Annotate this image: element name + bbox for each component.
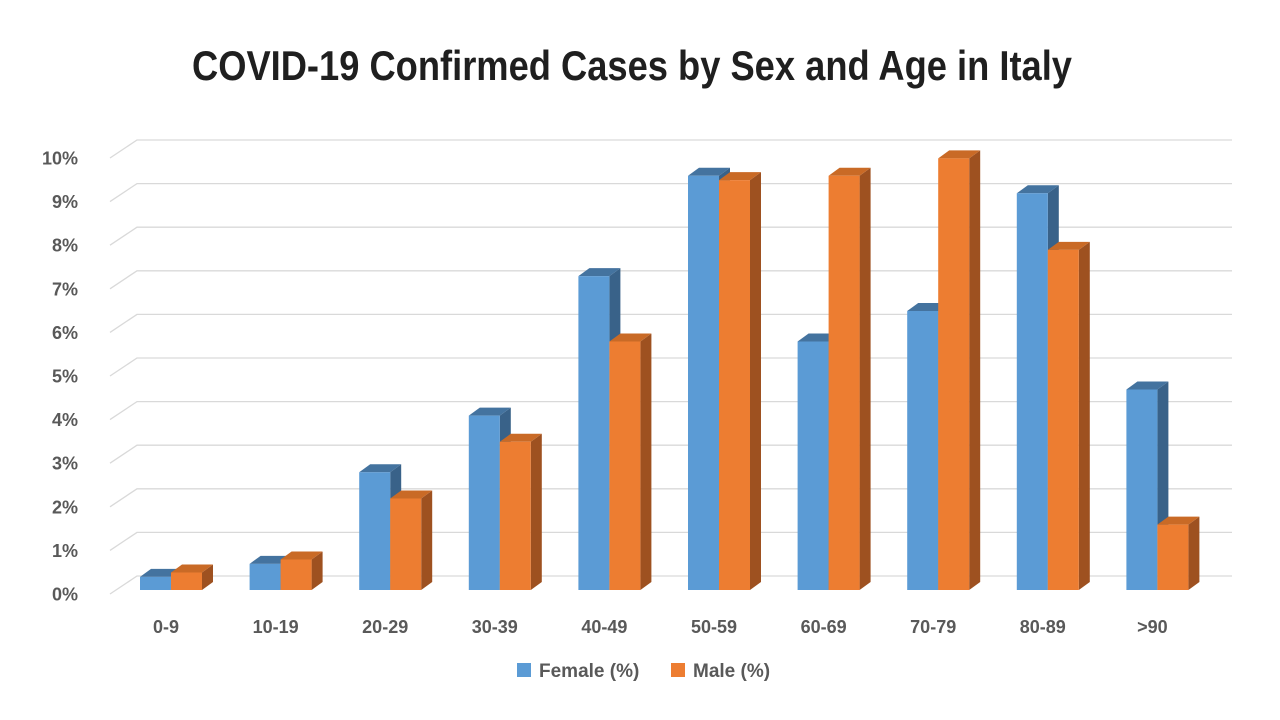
y-tick-label: 10% <box>42 149 78 169</box>
bar-male-side <box>311 551 323 590</box>
y-tick-label: 4% <box>52 410 78 430</box>
bar-male-side <box>1188 516 1200 590</box>
legend-label-male: Male (%) <box>693 661 770 682</box>
bar-female-front <box>468 415 500 590</box>
bar-female-front <box>578 276 610 590</box>
x-category-label: 20-29 <box>362 617 408 637</box>
bar-female-front <box>1016 193 1048 591</box>
bar-male-front <box>719 180 750 590</box>
bar-female-front <box>797 341 829 590</box>
bar-male-front <box>1047 249 1079 591</box>
bar-male-side <box>202 564 213 590</box>
bar-male-side <box>530 433 542 590</box>
y-tick-label: 0% <box>52 585 78 605</box>
bar-male-front <box>1157 524 1189 590</box>
y-axis-labels: 0% 1% 2% 3% 4% 5% 6% 7% 8% 9% 10% <box>42 149 78 605</box>
bar-male-side <box>421 490 433 590</box>
bar-male-side <box>640 333 652 590</box>
bar-male-top <box>499 433 542 442</box>
x-category-label: 40-49 <box>581 617 627 637</box>
y-tick-label: 6% <box>52 323 78 343</box>
bar-male-front <box>609 341 641 590</box>
bar-male-side <box>750 172 761 590</box>
bar-female-top <box>578 268 621 277</box>
bar-female-top <box>1016 185 1059 194</box>
y-tick-label: 2% <box>52 497 78 517</box>
gridline <box>109 139 1232 159</box>
bar-male-front <box>938 158 970 591</box>
bar-male-front <box>390 498 422 590</box>
gridline <box>109 182 1232 203</box>
legend: Female (%) Male (%) <box>517 661 770 682</box>
bar-male-front <box>828 175 860 591</box>
bar-male-front <box>280 559 312 590</box>
bar-male-top <box>1157 516 1200 525</box>
x-category-label: 10-19 <box>253 617 299 637</box>
x-category-label: 60-69 <box>801 617 847 637</box>
y-tick-label: 5% <box>52 367 78 387</box>
bar-male-top <box>280 551 323 560</box>
chart-title: COVID-19 Confirmed Cases by Sex and Age … <box>192 42 1073 89</box>
bar-female-front <box>1126 389 1158 590</box>
bar-male-top <box>1047 241 1090 250</box>
bar-male-front <box>171 572 202 590</box>
bar-female-front <box>249 563 281 590</box>
bar-female-front <box>140 576 171 590</box>
bar-male-top <box>171 564 213 573</box>
bar-male-front <box>499 441 531 590</box>
bar-male-side <box>1078 241 1090 591</box>
legend-label-female: Female (%) <box>539 661 639 682</box>
bar-male-side <box>859 167 871 591</box>
x-category-label: 30-39 <box>472 617 518 637</box>
bar-female-top <box>1126 381 1169 390</box>
x-category-label: 80-89 <box>1020 617 1066 637</box>
bar-female-top <box>688 167 730 176</box>
bar-male-top <box>609 333 652 342</box>
bar-male-side <box>969 150 981 591</box>
legend-swatch-female <box>517 663 531 677</box>
x-category-label: 70-79 <box>910 617 956 637</box>
bar-female-top <box>359 464 402 473</box>
bar-male-top <box>938 150 981 159</box>
bar-male-top <box>719 172 761 181</box>
bars <box>140 150 1200 591</box>
bar-female-front <box>359 472 391 590</box>
y-tick-label: 1% <box>52 541 78 561</box>
y-tick-label: 3% <box>52 454 78 474</box>
bar-female-front <box>907 310 939 590</box>
y-tick-label: 7% <box>52 279 78 299</box>
x-category-label: 50-59 <box>691 617 737 637</box>
x-category-label: >90 <box>1137 617 1168 637</box>
bar-male-top <box>390 490 433 499</box>
y-tick-label: 8% <box>52 236 78 256</box>
x-category-label: 0-9 <box>153 617 179 637</box>
bar-female-front <box>688 175 719 591</box>
bar-male-top <box>828 167 871 176</box>
y-tick-label: 9% <box>52 192 78 212</box>
x-axis-labels: 0-9 10-19 20-29 30-39 40-49 50-59 60-69 70-79 80… <box>153 617 1168 637</box>
legend-swatch-male <box>671 663 685 677</box>
bar-female-top <box>468 407 511 416</box>
